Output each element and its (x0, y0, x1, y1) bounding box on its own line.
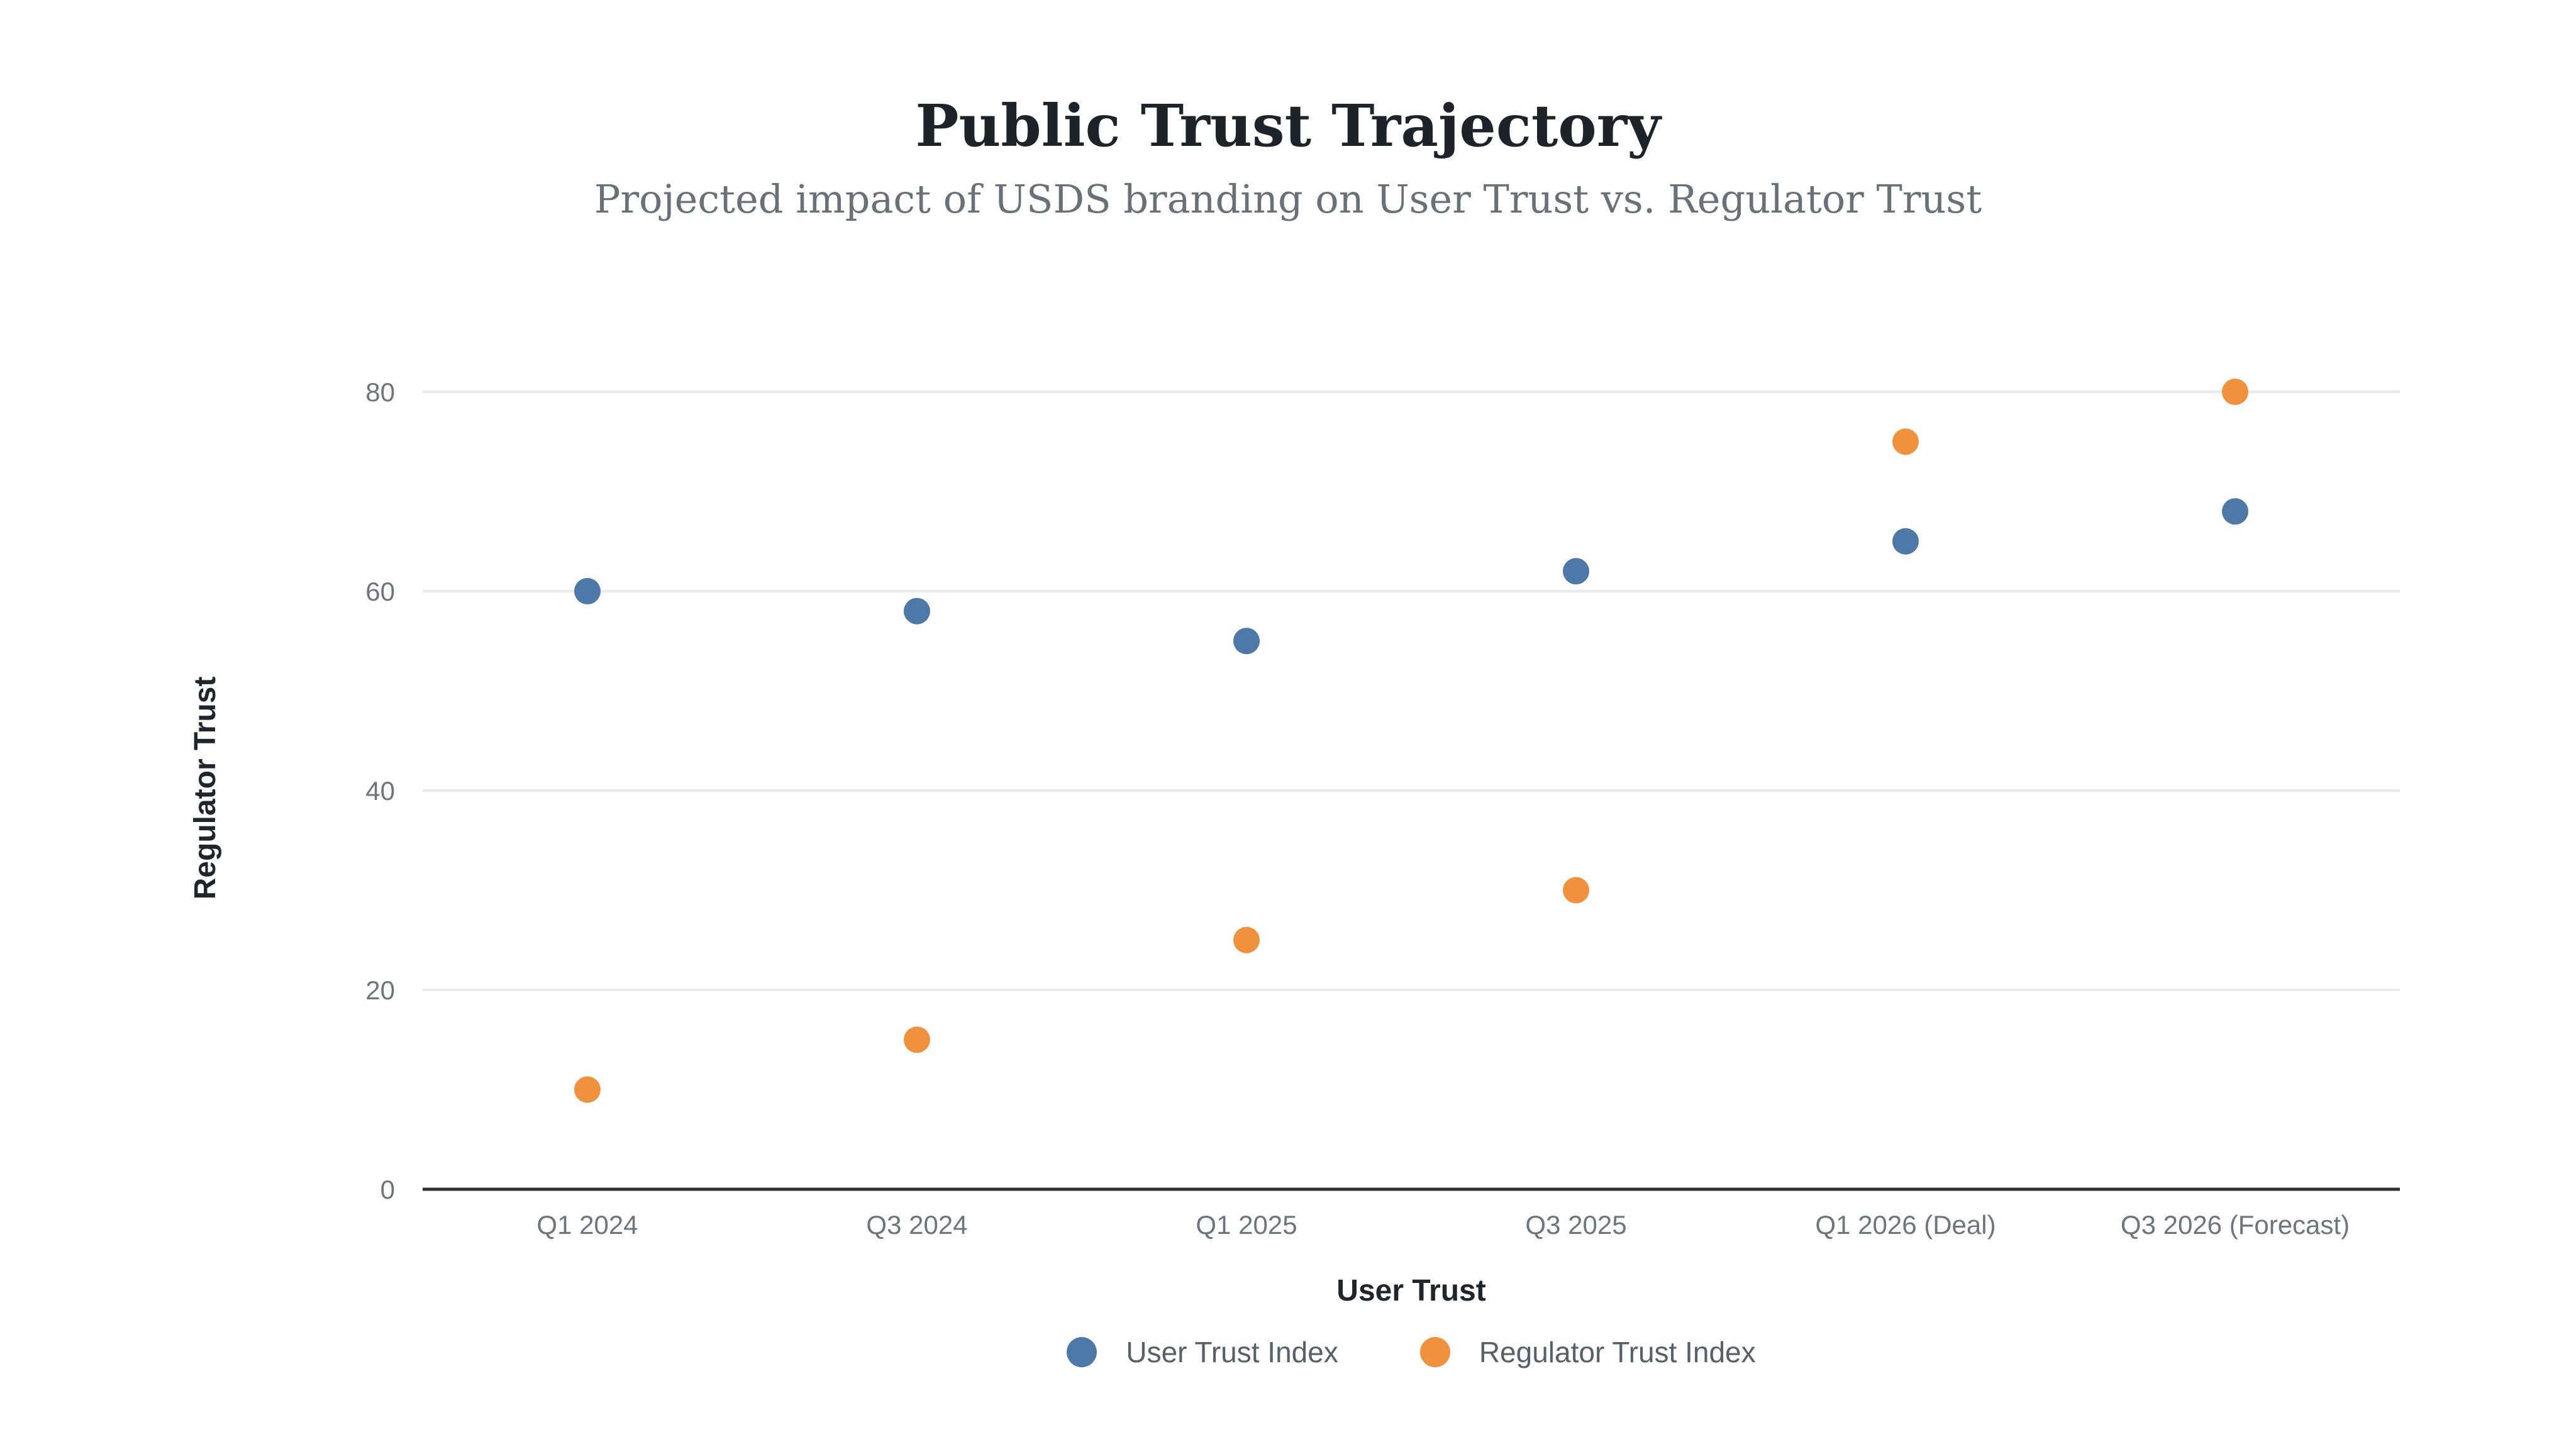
data-point (2222, 498, 2248, 525)
x-axis-tick-labels: Q1 2024 Q3 2024 Q1 2025 Q3 2025 Q1 2026 (Dea… (536, 1210, 2350, 1240)
x-tick-label: Q1 2026 (Deal) (1815, 1210, 1996, 1240)
data-point (1563, 877, 1589, 904)
x-tick-label: Q1 2025 (1196, 1210, 1297, 1240)
y-axis-tick-labels: 0 20 40 60 80 (365, 377, 395, 1204)
y-axis-title: Regulator Trust (189, 677, 222, 900)
y-tick-label: 20 (365, 975, 395, 1005)
gridlines (423, 391, 2400, 991)
y-tick-label: 60 (365, 577, 395, 606)
data-point (904, 1026, 930, 1053)
legend-item-user-trust[interactable]: User Trust Index (1067, 1335, 1338, 1369)
data-points (574, 379, 2248, 1103)
x-axis-title: User Trust (1336, 1274, 1485, 1307)
legend-dot-regulator-trust-icon (1419, 1337, 1450, 1367)
x-tick-label: Q3 2026 (Forecast) (2121, 1210, 2350, 1240)
data-point (574, 578, 601, 604)
chart-title: Public Trust Trajectory (915, 92, 1662, 160)
legend-dot-user-trust-icon (1067, 1337, 1097, 1367)
data-point (2222, 379, 2248, 405)
data-point (1563, 558, 1589, 585)
y-tick-label: 80 (365, 377, 395, 407)
chart-subtitle: Projected impact of USDS branding on Use… (594, 176, 1982, 222)
legend-item-regulator-trust[interactable]: Regulator Trust Index (1419, 1335, 1756, 1369)
data-point (904, 597, 930, 625)
y-tick-label: 40 (365, 776, 395, 806)
x-tick-label: Q1 2024 (536, 1210, 638, 1240)
data-point (574, 1076, 601, 1103)
data-point (1892, 528, 1919, 555)
y-tick-label: 0 (380, 1175, 395, 1204)
data-point (1233, 926, 1260, 953)
legend: User Trust Index Regulator Trust Index (423, 1330, 2400, 1375)
data-point (1892, 428, 1919, 455)
x-tick-label: Q3 2024 (866, 1210, 967, 1240)
data-point (1233, 628, 1260, 655)
legend-label-regulator-trust: Regulator Trust Index (1479, 1336, 1756, 1368)
x-tick-label: Q3 2025 (1525, 1210, 1626, 1240)
legend-label-user-trust: User Trust Index (1126, 1336, 1338, 1368)
